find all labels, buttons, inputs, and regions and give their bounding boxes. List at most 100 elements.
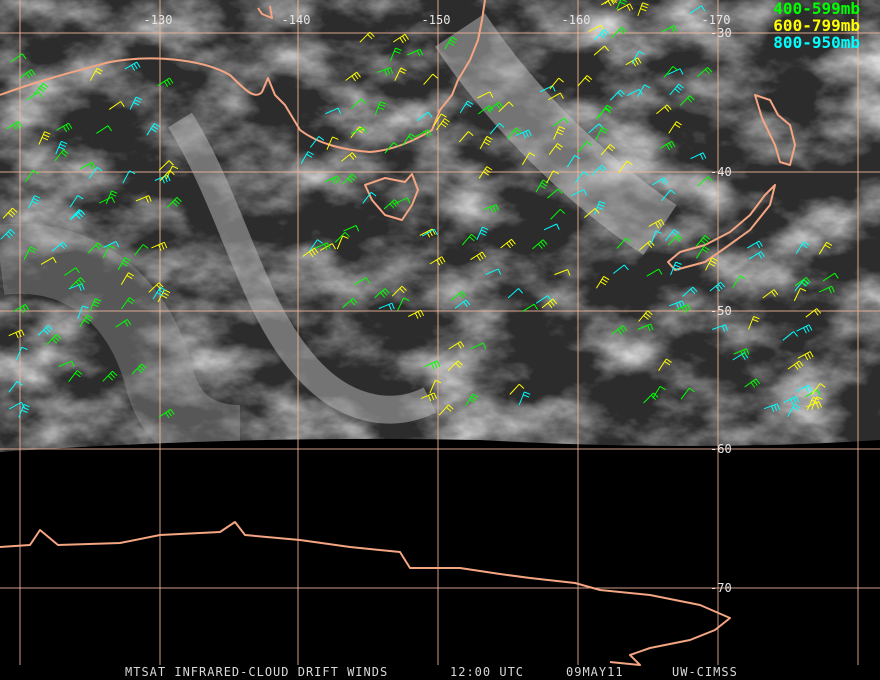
wind-barb: [2, 207, 18, 219]
wind-barb: [394, 67, 407, 81]
wind-barb: [477, 91, 494, 99]
wind-barb: [616, 0, 627, 10]
wind-barb: [822, 272, 839, 282]
wind-barb: [353, 277, 370, 286]
longitude-label: -140: [282, 13, 311, 27]
wind-barb: [148, 282, 164, 293]
wind-barb: [421, 392, 438, 402]
wind-barb: [695, 246, 710, 259]
wind-barb: [461, 233, 477, 246]
wind-barb: [550, 208, 566, 220]
wind-barb: [18, 404, 30, 418]
wind-barb: [122, 170, 136, 184]
wind-barb: [783, 396, 800, 406]
wind-barb: [23, 246, 37, 260]
wind-barb: [515, 129, 532, 139]
wind-barb: [69, 194, 84, 208]
wind-barb: [343, 225, 360, 232]
wind-barb: [659, 140, 676, 151]
wind-barb: [96, 125, 113, 134]
wind-barb: [487, 101, 504, 112]
latitude-label: -60: [710, 442, 732, 456]
wind-barb: [541, 298, 558, 309]
new-zealand-north-coast: [754, 94, 796, 166]
wind-barb: [811, 396, 823, 411]
wind-barb: [470, 342, 487, 350]
wind-barb: [795, 384, 812, 393]
wind-barb: [384, 142, 399, 154]
wind-barb: [154, 174, 171, 184]
wind-barb: [465, 393, 479, 407]
longitude-label: -160: [562, 13, 591, 27]
wind-barb: [584, 208, 600, 218]
wind-barb: [397, 297, 410, 311]
new-zealand-south-coast: [667, 184, 776, 271]
wind-barb: [748, 316, 760, 330]
wind-barb: [419, 228, 436, 238]
wind-barb: [549, 77, 564, 90]
wind-barb: [158, 408, 175, 419]
wind-barb: [166, 197, 182, 209]
wind-barb: [709, 281, 725, 292]
wind-barb: [102, 370, 118, 382]
wind-barb: [795, 241, 810, 254]
wind-barb: [648, 219, 665, 229]
wind-barb: [159, 170, 175, 181]
antarctica-coast: [0, 521, 731, 666]
wind-barb: [117, 257, 131, 271]
wind-barb: [378, 302, 395, 311]
wind-barb: [670, 261, 682, 276]
wind-barb: [637, 323, 654, 332]
wind-barb: [105, 190, 118, 205]
wind-barb: [120, 272, 135, 286]
wind-barb: [507, 127, 522, 140]
wind-barb: [88, 166, 103, 179]
footer-date: 09MAY11: [566, 665, 624, 679]
longitude-label: -150: [422, 13, 451, 27]
latitude-label: -30: [710, 26, 732, 40]
wind-barb: [37, 325, 53, 336]
wind-barb: [402, 133, 416, 146]
wind-barb: [350, 126, 367, 135]
wind-barb: [535, 295, 552, 304]
wind-barb: [577, 141, 593, 153]
wind-barb: [554, 269, 571, 276]
wind-barb: [705, 257, 718, 271]
graticule: [0, 0, 880, 665]
wind-barb: [300, 151, 314, 164]
wind-barb: [690, 152, 707, 160]
wind-barb: [15, 346, 28, 361]
wind-barb: [336, 235, 349, 250]
wind-barb: [374, 288, 390, 299]
wind-barb: [458, 131, 474, 143]
wind-barb: [626, 88, 643, 97]
wind-barb: [302, 247, 319, 258]
wind-barb: [26, 91, 43, 101]
wind-barb: [340, 152, 357, 162]
wind-barb: [56, 122, 73, 132]
wind-barb: [54, 149, 69, 162]
wind-barb: [593, 45, 610, 56]
wind-barb: [55, 140, 68, 155]
wind-barb: [571, 189, 588, 197]
wind-barb: [64, 267, 80, 276]
wind-barb: [342, 298, 358, 309]
wind-barb: [500, 238, 516, 249]
wind-barb: [695, 235, 711, 247]
wind-barb: [447, 360, 463, 372]
wind-barb: [498, 101, 514, 113]
wind-barb: [546, 170, 560, 184]
wind-barb: [656, 104, 672, 115]
wind-barb: [665, 229, 680, 241]
wind-barb: [342, 173, 357, 185]
wind-barb: [483, 204, 499, 213]
wind-barb: [543, 223, 560, 231]
wind-barb: [477, 105, 494, 115]
wind-barb: [796, 324, 813, 334]
wind-barb: [46, 333, 62, 345]
wind-barb: [667, 68, 684, 76]
wind-barb: [444, 36, 458, 50]
wind-barb: [407, 48, 424, 57]
wind-barb: [611, 26, 627, 38]
